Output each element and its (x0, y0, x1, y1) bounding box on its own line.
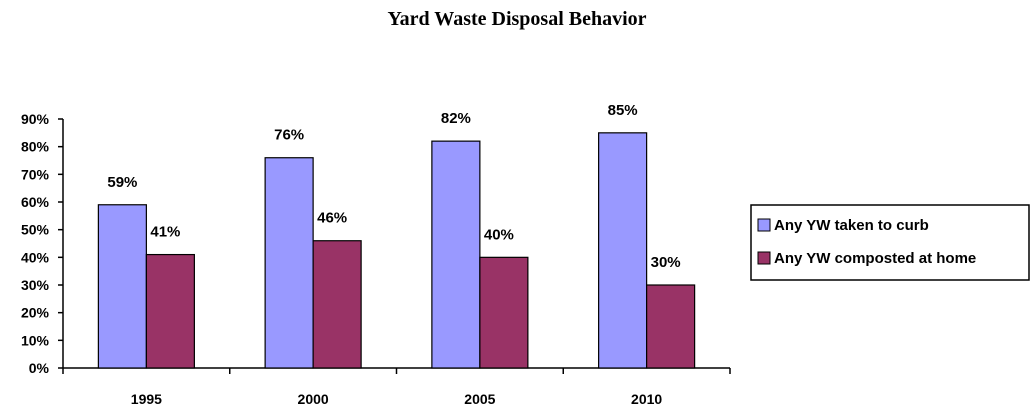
bar-composted (479, 256, 529, 369)
y-tick-label: 10% (21, 332, 50, 348)
data-label: 76% (274, 127, 304, 144)
x-tick-label: 2005 (464, 391, 495, 407)
bar-composted (312, 240, 362, 369)
bars (97, 132, 696, 369)
y-tick-label: 40% (21, 249, 50, 265)
y-axis: 0% 10% 20% 30% 40% 50% 60% 70% 80% 90% (21, 111, 64, 376)
data-label: 30% (651, 254, 681, 271)
x-tick-label: 2000 (298, 391, 329, 407)
bar-composted (646, 284, 696, 369)
legend-swatch (757, 251, 771, 265)
y-tick-label: 90% (21, 111, 50, 127)
bar-curb (97, 204, 147, 369)
data-label: 82% (441, 110, 471, 127)
legend-swatch (757, 218, 771, 232)
y-tick-label: 70% (21, 166, 50, 182)
bar-composted (145, 253, 195, 369)
x-tick-label: 1995 (131, 391, 162, 407)
legend: Any YW taken to curb Any YW composted at … (750, 204, 1030, 281)
data-label: 41% (150, 224, 180, 241)
y-tick-label: 50% (21, 222, 50, 238)
bar-curb (264, 157, 314, 369)
bar-curb (598, 132, 648, 369)
y-tick-label: 30% (21, 277, 50, 293)
data-label: 40% (484, 226, 514, 243)
data-label: 59% (107, 174, 137, 191)
chart-title: Yard Waste Disposal Behavior (387, 8, 647, 30)
data-labels: 59% 76% 82% 85% 41% 46% 40% 30% (107, 102, 680, 271)
y-tick-label: 80% (21, 139, 50, 155)
legend-box (750, 204, 1030, 281)
data-label: 46% (317, 210, 347, 227)
data-label: 85% (608, 102, 638, 119)
y-tick-label: 0% (29, 360, 50, 376)
x-axis: 1995 2000 2005 2010 (62, 367, 731, 407)
bar-curb (431, 140, 481, 369)
legend-label: Any YW taken to curb (774, 217, 929, 234)
y-tick-label: 60% (21, 194, 50, 210)
x-tick-label: 2010 (631, 391, 662, 407)
y-tick-label: 20% (21, 305, 50, 321)
legend-label: Any YW composted at home (774, 250, 976, 267)
